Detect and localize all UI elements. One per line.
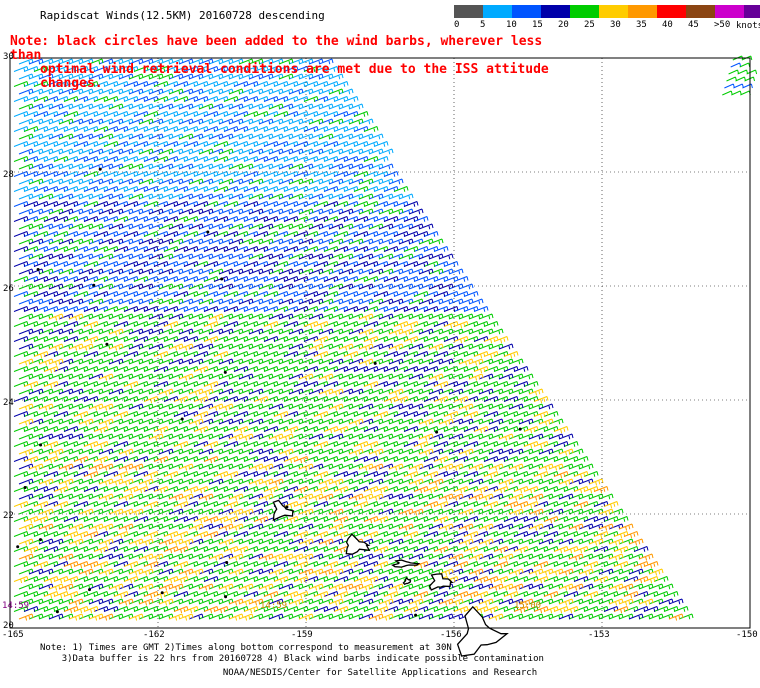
lon-label-150: -150 bbox=[736, 630, 758, 640]
lat-label-28: 28 bbox=[3, 170, 14, 180]
red-note: Note: black circles have been added to t… bbox=[10, 35, 550, 91]
legend-tick: 40 bbox=[662, 20, 673, 30]
footnote: Note: 1) Times are GMT 2)Times along bot… bbox=[40, 643, 544, 665]
contamination-marker bbox=[225, 561, 229, 564]
contamination-marker bbox=[36, 268, 40, 271]
map-grid bbox=[10, 58, 750, 628]
contamination-marker bbox=[39, 538, 42, 542]
wind-barb-group bbox=[18, 456, 684, 621]
contamination-marker bbox=[180, 417, 184, 421]
note-line-1: Note: black circles have been added to t… bbox=[10, 34, 543, 63]
legend-tick: 20 bbox=[558, 20, 569, 30]
legend-swatch bbox=[628, 5, 657, 18]
contamination-marker bbox=[435, 430, 439, 434]
legend-tick: 25 bbox=[584, 20, 595, 30]
legend-units: knots bbox=[736, 21, 760, 31]
legend-swatch bbox=[483, 5, 512, 18]
wind-barb-group bbox=[13, 313, 664, 621]
legend-tick: 10 bbox=[506, 20, 517, 30]
island-oahu bbox=[345, 533, 371, 555]
contamination-marker bbox=[220, 277, 224, 281]
lat-label-26: 26 bbox=[3, 284, 14, 294]
lon-label-162: -162 bbox=[143, 630, 165, 640]
note-line-2: optimal wind retrieval conditions are me… bbox=[40, 62, 549, 91]
lon-label-153: -153 bbox=[588, 630, 610, 640]
lon-label-156: -156 bbox=[440, 630, 462, 640]
time-left: 14:59 bbox=[2, 601, 30, 611]
wind-barb-group bbox=[13, 201, 684, 620]
legend-swatch bbox=[541, 5, 570, 18]
legend-swatch bbox=[599, 5, 628, 18]
contamination-marker bbox=[16, 545, 20, 549]
legend-tick-labels: 0 5 10 15 20 25 30 35 40 45 >50 bbox=[454, 18, 760, 32]
island-kauai bbox=[272, 499, 295, 522]
legend-tick: 35 bbox=[636, 20, 647, 30]
legend-swatch bbox=[744, 5, 760, 18]
wind-barb-group bbox=[13, 58, 414, 200]
color-legend: 0 5 10 15 20 25 30 35 40 45 >50 bbox=[454, 5, 760, 32]
credit: NOAA/NESDIS/Center for Satellite Applica… bbox=[222, 668, 538, 678]
legend-tick: 15 bbox=[532, 20, 543, 30]
legend-swatch bbox=[657, 5, 686, 18]
legend-swatch bbox=[454, 5, 483, 18]
map-title: Rapidscat Winds(12.5KM) 20160728 descend… bbox=[40, 9, 325, 22]
island-lanai bbox=[402, 576, 412, 585]
lon-label-165: -165 bbox=[2, 630, 24, 640]
time-center: 14:59 bbox=[260, 601, 288, 611]
coastlines bbox=[272, 499, 509, 657]
contamination-marker bbox=[55, 610, 59, 614]
lon-label-159: -159 bbox=[291, 630, 313, 640]
contamination-marker bbox=[23, 486, 27, 489]
lat-label-30: 30 bbox=[3, 52, 14, 62]
wind-barb-group bbox=[13, 58, 753, 312]
island-molokai bbox=[391, 559, 421, 568]
contamination-marker bbox=[98, 167, 102, 171]
legend-tick: >50 bbox=[714, 20, 731, 30]
legend-tick: 0 bbox=[454, 20, 460, 30]
wind-barb-group bbox=[13, 55, 758, 620]
legend-tick: 45 bbox=[688, 20, 699, 30]
time-right: 15:00 bbox=[514, 601, 542, 611]
wind-barbs bbox=[13, 55, 758, 621]
lat-label-22: 22 bbox=[3, 511, 14, 521]
footnote-line-2: 3)Data buffer is 22 hrs from 20160728 4)… bbox=[61, 654, 544, 664]
contamination-marker bbox=[414, 613, 418, 617]
contamination-marker bbox=[39, 443, 43, 447]
legend-swatch bbox=[686, 5, 715, 18]
contamination-marker bbox=[224, 595, 228, 599]
contamination-marker bbox=[160, 591, 164, 595]
legend-swatch bbox=[570, 5, 599, 18]
lat-label-20: 20 bbox=[3, 621, 14, 631]
legend-swatches bbox=[454, 5, 760, 18]
contamination-marker bbox=[206, 230, 210, 234]
contamination-marker bbox=[285, 505, 289, 509]
footnote-line-1: Note: 1) Times are GMT 2)Times along bot… bbox=[40, 643, 452, 653]
island-maui bbox=[428, 573, 454, 591]
contamination-marker bbox=[105, 342, 109, 346]
legend-swatch bbox=[512, 5, 541, 18]
contamination-marker bbox=[518, 427, 522, 431]
lat-label-24: 24 bbox=[3, 398, 14, 408]
legend-tick: 5 bbox=[480, 20, 486, 30]
map-frame bbox=[9, 57, 751, 629]
contamination-marker bbox=[223, 370, 227, 374]
contamination-marker bbox=[88, 588, 91, 592]
contamination-marker bbox=[373, 361, 377, 365]
legend-tick: 30 bbox=[610, 20, 621, 30]
island-hawaii bbox=[456, 605, 509, 657]
contamination-marker bbox=[92, 283, 96, 287]
legend-swatch bbox=[715, 5, 744, 18]
